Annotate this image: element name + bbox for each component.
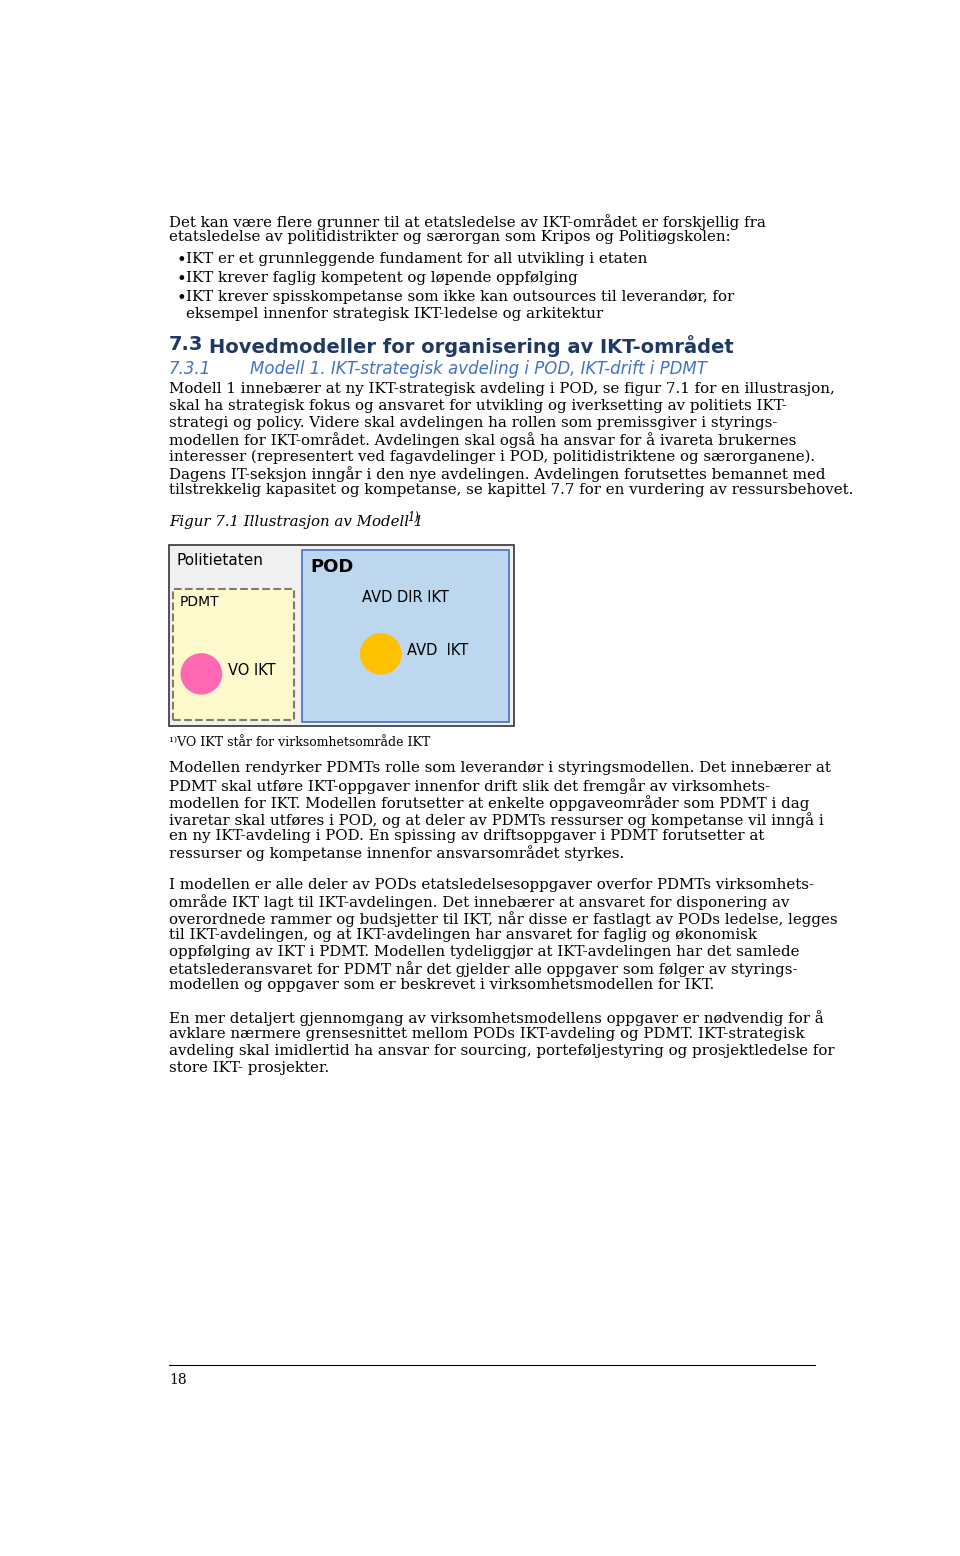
Text: 7.3: 7.3	[169, 335, 204, 355]
Text: •: •	[177, 252, 186, 269]
Text: oppfølging av IKT i PDMT. Modellen tydeliggjør at IKT-avdelingen har det samlede: oppfølging av IKT i PDMT. Modellen tydel…	[169, 944, 800, 958]
Text: etatslederansvaret for PDMT når det gjelder alle oppgaver som følger av styrings: etatslederansvaret for PDMT når det gjel…	[169, 962, 798, 977]
Text: eksempel innenfor strategisk IKT-ledelse og arkitektur: eksempel innenfor strategisk IKT-ledelse…	[186, 307, 603, 321]
Text: etatsledelse av politidistrikter og særorgan som Kripos og Politiøgskolen:: etatsledelse av politidistrikter og særo…	[169, 230, 731, 244]
Text: en ny IKT-avdeling i POD. En spissing av driftsoppgaver i PDMT forutsetter at: en ny IKT-avdeling i POD. En spissing av…	[169, 829, 764, 843]
Text: •: •	[177, 271, 186, 288]
Text: •: •	[177, 289, 186, 307]
Text: Modellen rendyrker PDMTs rolle som leverandør i styringsmodellen. Det innebærer : Modellen rendyrker PDMTs rolle som lever…	[169, 761, 830, 775]
Text: PDMT skal utføre IKT-oppgaver innenfor drift slik det fremgår av virksomhets-: PDMT skal utføre IKT-oppgaver innenfor d…	[169, 778, 770, 794]
Text: ivaretar skal utføres i POD, og at deler av PDMTs ressurser og kompetanse vil in: ivaretar skal utføres i POD, og at deler…	[169, 812, 824, 828]
Text: AVD DIR IKT: AVD DIR IKT	[362, 590, 449, 605]
Text: Figur 7.1 Illustrasjon av Modell 1: Figur 7.1 Illustrasjon av Modell 1	[169, 515, 423, 529]
Text: til IKT-avdelingen, og at IKT-avdelingen har ansvaret for faglig og økonomisk: til IKT-avdelingen, og at IKT-avdelingen…	[169, 927, 756, 941]
Text: ¹⁾VO IKT står for virksomhetsområde IKT: ¹⁾VO IKT står for virksomhetsområde IKT	[169, 736, 430, 750]
Text: Politietaten: Politietaten	[177, 552, 263, 568]
Text: overordnede rammer og budsjetter til IKT, når disse er fastlagt av PODs ledelse,: overordnede rammer og budsjetter til IKT…	[169, 912, 837, 927]
Text: IKT er et grunnleggende fundament for all utvikling i etaten: IKT er et grunnleggende fundament for al…	[186, 252, 647, 266]
Circle shape	[361, 633, 401, 674]
Text: Hovedmodeller for organisering av IKT-området: Hovedmodeller for organisering av IKT-om…	[209, 335, 733, 358]
Text: En mer detaljert gjennomgang av virksomhetsmodellens oppgaver er nødvendig for å: En mer detaljert gjennomgang av virksomh…	[169, 1010, 824, 1027]
Text: tilstrekkelig kapasitet og kompetanse, se kapittel 7.7 for en vurdering av ressu: tilstrekkelig kapasitet og kompetanse, s…	[169, 482, 853, 496]
Text: POD: POD	[310, 557, 353, 576]
Text: PDMT: PDMT	[180, 596, 219, 610]
Circle shape	[181, 654, 222, 694]
Text: 1): 1)	[408, 510, 420, 524]
Text: område IKT lagt til IKT-avdelingen. Det innebærer at ansvaret for disponering av: område IKT lagt til IKT-avdelingen. Det …	[169, 895, 789, 910]
FancyBboxPatch shape	[169, 545, 514, 727]
Text: modellen for IKT. Modellen forutsetter at enkelte oppgaveområder som PDMT i dag: modellen for IKT. Modellen forutsetter a…	[169, 795, 809, 811]
Text: store IKT- prosjekter.: store IKT- prosjekter.	[169, 1061, 329, 1075]
Text: strategi og policy. Videre skal avdelingen ha rollen som premissgiver i styrings: strategi og policy. Videre skal avdeling…	[169, 415, 778, 429]
Text: I modellen er alle deler av PODs etatsledelsesoppgaver overfor PDMTs virksomhets: I modellen er alle deler av PODs etatsle…	[169, 878, 814, 892]
Text: 7.3.1: 7.3.1	[169, 361, 211, 378]
Text: AVD  IKT: AVD IKT	[407, 643, 468, 658]
Bar	[174, 590, 294, 720]
Text: avklare nærmere grensesnittet mellom PODs IKT-avdeling og PDMT. IKT-strategisk: avklare nærmere grensesnittet mellom POD…	[169, 1027, 804, 1041]
Text: avdeling skal imidlertid ha ansvar for sourcing, porteføljestyring og prosjektle: avdeling skal imidlertid ha ansvar for s…	[169, 1044, 834, 1058]
Text: interesser (representert ved fagavdelinger i POD, politidistriktene og særorgane: interesser (representert ved fagavdeling…	[169, 450, 815, 464]
Text: Dagens IT-seksjon inngår i den nye avdelingen. Avdelingen forutsettes bemannet m: Dagens IT-seksjon inngår i den nye avdel…	[169, 467, 826, 482]
Text: Det kan være flere grunner til at etatsledelse av IKT-området er forskjellig fra: Det kan være flere grunner til at etatsl…	[169, 213, 766, 230]
Text: IKT krever spisskompetanse som ikke kan outsources til leverandør, for: IKT krever spisskompetanse som ikke kan …	[186, 289, 734, 303]
Text: modellen og oppgaver som er beskrevet i virksomhetsmodellen for IKT.: modellen og oppgaver som er beskrevet i …	[169, 979, 714, 993]
Text: skal ha strategisk fokus og ansvaret for utvikling og iverksetting av politiets : skal ha strategisk fokus og ansvaret for…	[169, 398, 786, 412]
Text: VO IKT: VO IKT	[228, 663, 276, 678]
FancyBboxPatch shape	[302, 549, 509, 722]
Text: 18: 18	[169, 1372, 186, 1386]
Text: Modell 1. IKT-strategisk avdeling i POD, IKT-drift i PDMT: Modell 1. IKT-strategisk avdeling i POD,…	[251, 361, 708, 378]
Text: ressurser og kompetanse innenfor ansvarsområdet styrkes.: ressurser og kompetanse innenfor ansvars…	[169, 845, 624, 860]
Text: modellen for IKT-området. Avdelingen skal også ha ansvar for å ivareta brukernes: modellen for IKT-området. Avdelingen ska…	[169, 433, 796, 448]
Text: IKT krever faglig kompetent og løpende oppfølging: IKT krever faglig kompetent og løpende o…	[186, 271, 578, 285]
Text: Modell 1 innebærer at ny IKT-strategisk avdeling i POD, se figur 7.1 for en illu: Modell 1 innebærer at ny IKT-strategisk …	[169, 383, 834, 397]
